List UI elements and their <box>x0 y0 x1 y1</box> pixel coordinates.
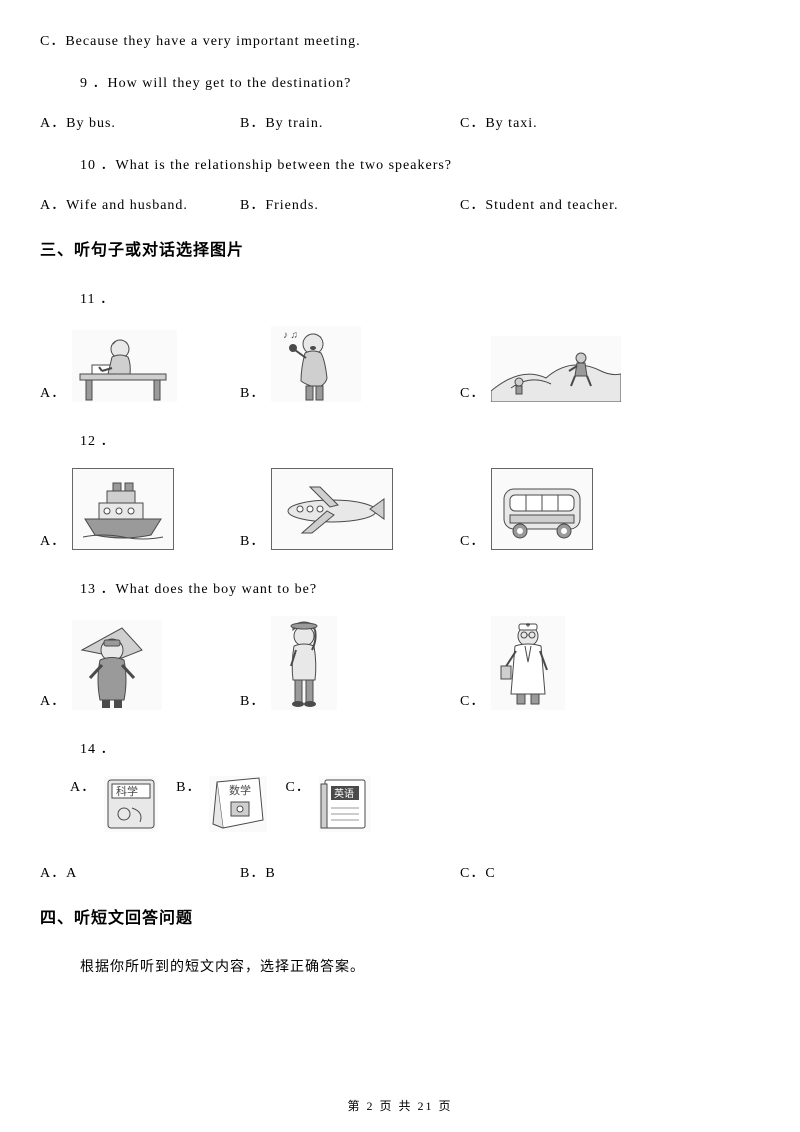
q13-stem: 13 ．What does the boy want to be? <box>80 578 760 598</box>
q12-c-label: C． <box>460 530 485 550</box>
q13-c-image-doctor <box>491 616 565 710</box>
q10-choice-a: A．Wife and husband. <box>40 194 240 214</box>
q14-choice-c: C．C <box>460 862 760 882</box>
q12-a-label: A． <box>40 530 66 550</box>
q12-b-image-airplane <box>271 468 393 550</box>
section4-title: 四、听短文回答问题 <box>40 904 760 928</box>
q14-book-a-science: 科学 <box>104 776 158 832</box>
q14-book-b-label: B． <box>176 776 201 796</box>
q14-book-b-math: 数学 <box>209 776 267 832</box>
q13-a-label: A． <box>40 690 66 710</box>
q12-b-label: B． <box>240 530 265 550</box>
q9-stem: 9 ．How will they get to the destination? <box>80 72 760 92</box>
q9-choice-b: B．By train. <box>240 112 460 132</box>
q8-option-c: C．Because they have a very important mee… <box>40 30 760 50</box>
book-c-text: 英语 <box>334 787 354 800</box>
q11-c-image-hiking <box>491 336 621 402</box>
q9-choice-a: A．By bus. <box>40 112 240 132</box>
q10-choices: A．Wife and husband. B．Friends. C．Student… <box>40 194 760 214</box>
q10-choice-b: B．Friends. <box>240 194 460 214</box>
q12-image-row: A． B． <box>40 468 760 550</box>
book-b-text: 数学 <box>229 783 251 797</box>
q9-choices: A．By bus. B．By train. C．By taxi. <box>40 112 760 132</box>
q11-a-image-boy-desk <box>72 330 177 402</box>
q14-choices: A．A B．B C．C <box>40 862 760 882</box>
q14-book-c-english: 英语 <box>319 776 371 832</box>
q14-book-c-label: C． <box>285 776 310 796</box>
q11-a-label: A． <box>40 382 66 402</box>
page-footer: 第 2 页 共 21 页 <box>0 1097 800 1114</box>
q11-b-label: B． <box>240 382 265 402</box>
q13-c-label: C． <box>460 690 485 710</box>
q11-image-row: A． B． <box>40 326 760 402</box>
q13-b-label: B． <box>240 690 265 710</box>
q12-c-image-bus <box>491 468 593 550</box>
q14-choice-a: A．A <box>40 862 240 882</box>
q11-b-image-boy-singing: ♪ ♫ <box>271 326 361 402</box>
book-a-text: 科学 <box>116 784 138 798</box>
q14-book-images: A． 科学 B． 数学 C． <box>70 776 760 832</box>
q12-num: 12 ． <box>80 430 760 450</box>
q9-choice-c: C．By taxi. <box>460 112 760 132</box>
q13-b-image-officer <box>271 616 337 710</box>
q11-c-label: C． <box>460 382 485 402</box>
q10-stem: 10 ．What is the relationship between the… <box>80 154 760 174</box>
q12-a-image-ship <box>72 468 174 550</box>
section3-title: 三、听句子或对话选择图片 <box>40 236 760 260</box>
q14-choice-b: B．B <box>240 862 460 882</box>
q14-book-a-label: A． <box>70 776 96 796</box>
q10-choice-c: C．Student and teacher. <box>460 194 760 214</box>
q14-num: 14 ． <box>80 738 760 758</box>
q13-a-image-pilot <box>72 620 162 710</box>
q11-num: 11 ． <box>80 288 760 308</box>
q13-image-row: A． B． <box>40 616 760 710</box>
section4-instruction: 根据你所听到的短文内容，选择正确答案。 <box>80 956 760 976</box>
svg-text:♪ ♫: ♪ ♫ <box>283 330 298 341</box>
